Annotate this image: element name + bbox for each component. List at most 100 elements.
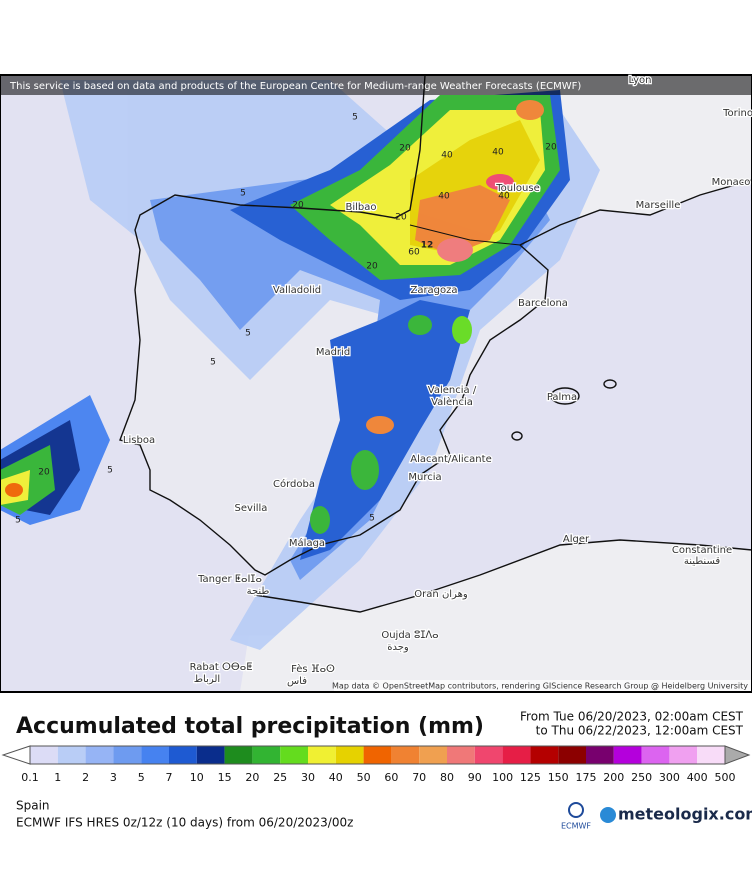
- city-label: Monaco: [712, 177, 751, 188]
- city-label: Fès ⴼⴰⵙ: [291, 663, 335, 675]
- legend-swatch: [141, 746, 169, 764]
- legend-label: 10: [190, 771, 204, 784]
- precipitation: [0, 80, 600, 650]
- city-label: Oujda ⵓⵊⴷⴰ: [381, 630, 438, 641]
- city-label: قسنطينة: [684, 556, 721, 567]
- legend-label: 2: [82, 771, 89, 784]
- contour-label: 5: [245, 329, 251, 339]
- legend-swatch: [697, 746, 725, 764]
- legend-swatch: [586, 746, 614, 764]
- legend-label: 50: [357, 771, 371, 784]
- legend-label: 1: [54, 771, 61, 784]
- legend-swatch: [85, 746, 114, 764]
- legend-label: 20: [245, 771, 259, 784]
- legend-label: 500: [715, 771, 736, 784]
- legend-swatch: [113, 746, 142, 764]
- contour-label: 40: [441, 151, 453, 161]
- coastlines: [119, 74, 752, 613]
- legend-label: 3: [110, 771, 117, 784]
- contour-label: 20: [292, 201, 304, 211]
- legend-label: 90: [468, 771, 482, 784]
- legend-swatch: [252, 746, 281, 764]
- meteologix-logo: meteologix.com: [618, 805, 752, 824]
- legend-label: 15: [218, 771, 232, 784]
- city-label: طنجة: [247, 586, 270, 597]
- legend-swatch: [474, 746, 503, 764]
- legend-label: 125: [520, 771, 541, 784]
- city-label: Tanger ⵟⴰⵏⵊⴰ: [197, 574, 262, 585]
- legend-swatch: [558, 746, 586, 764]
- city-label: Rabat ⵔⴱⴰⵟ: [190, 662, 253, 673]
- legend-swatch: [502, 746, 531, 764]
- legend-label: 25: [273, 771, 287, 784]
- legend-label: 200: [603, 771, 624, 784]
- city-label: Valladolid: [273, 285, 321, 296]
- attribution: This service is based on data and produc…: [9, 81, 581, 92]
- legend-label: 250: [631, 771, 652, 784]
- legend-label: 30: [301, 771, 315, 784]
- legend-swatch: [335, 746, 364, 764]
- legend-swatch: [280, 746, 308, 764]
- city-label: Constantine: [672, 545, 732, 556]
- city-label: Zaragoza: [410, 285, 457, 296]
- contour-label: 40: [438, 192, 450, 202]
- contour-label: 5: [107, 466, 113, 476]
- map: This service is based on data and produc…: [0, 74, 752, 693]
- legend-label: 5: [138, 771, 145, 784]
- legend-swatch: [169, 746, 197, 764]
- map-labels: Lyon Torino Toulouse Monaco Marseille Bilbao V…: [15, 74, 752, 689]
- map-frame: [0, 74, 752, 693]
- legend-label: 70: [412, 771, 426, 784]
- credit-bar: [334, 680, 752, 692]
- legend-title: Accumulated total precipitation (mm): [16, 714, 484, 739]
- legend-swatch: [196, 746, 225, 764]
- period-end: to Thu 06/22/2023, 12:00am CEST: [536, 724, 744, 738]
- city-label: Lyon: [628, 75, 651, 86]
- contour-label: 20: [366, 262, 378, 272]
- contour-label: 40: [498, 192, 510, 202]
- legend-label: 40: [329, 771, 343, 784]
- under-arrow: [1, 745, 31, 765]
- city-label: Marseille: [636, 200, 681, 211]
- contour-label: 20: [395, 213, 407, 223]
- city-label: Torino: [722, 108, 752, 119]
- city-label: Lisboa: [123, 435, 155, 446]
- ecmwf-logo: ECMWF: [561, 822, 591, 831]
- contour-label: 40: [492, 148, 504, 158]
- attribution-bar: [0, 76, 752, 95]
- meteologix-icon: [600, 807, 616, 823]
- city-label: وجدة: [387, 642, 409, 653]
- legend-label: 7: [166, 771, 173, 784]
- land-africa: [240, 540, 752, 692]
- region: Spain: [16, 799, 50, 813]
- city-label: Murcia: [408, 472, 441, 483]
- legend-label: 100: [492, 771, 513, 784]
- legend-swatch: [530, 746, 559, 764]
- map-credit: Map data © OpenStreetMap contributors, r…: [332, 682, 748, 691]
- city-label: Sevilla: [235, 503, 268, 514]
- legend-label: 175: [576, 771, 597, 784]
- legend-label: 400: [687, 771, 708, 784]
- contour-label: 5: [369, 514, 375, 524]
- city-label: Barcelona: [518, 298, 568, 309]
- legend-label: 80: [440, 771, 454, 784]
- legend-frame: [29, 745, 726, 765]
- contour-label: 60: [408, 248, 420, 258]
- legend-swatch: [447, 746, 475, 764]
- legend-swatch: [669, 746, 698, 764]
- legend-swatch: [30, 746, 58, 764]
- legend-label: 300: [659, 771, 680, 784]
- city-label: Toulouse: [495, 183, 539, 194]
- contour-label: 20: [545, 143, 557, 153]
- city-label: Alger: [563, 534, 590, 545]
- city-label: فاس: [287, 676, 307, 687]
- model-info: ECMWF IFS HRES 0z/12z (10 days) from 06/…: [16, 816, 353, 830]
- contour-label: 5: [210, 358, 216, 368]
- city-label: Córdoba: [273, 478, 315, 490]
- contour-label: 5: [352, 113, 358, 123]
- city-label: Málaga: [289, 537, 325, 549]
- contour-label: 20: [399, 144, 411, 154]
- legend-swatch: [391, 746, 420, 764]
